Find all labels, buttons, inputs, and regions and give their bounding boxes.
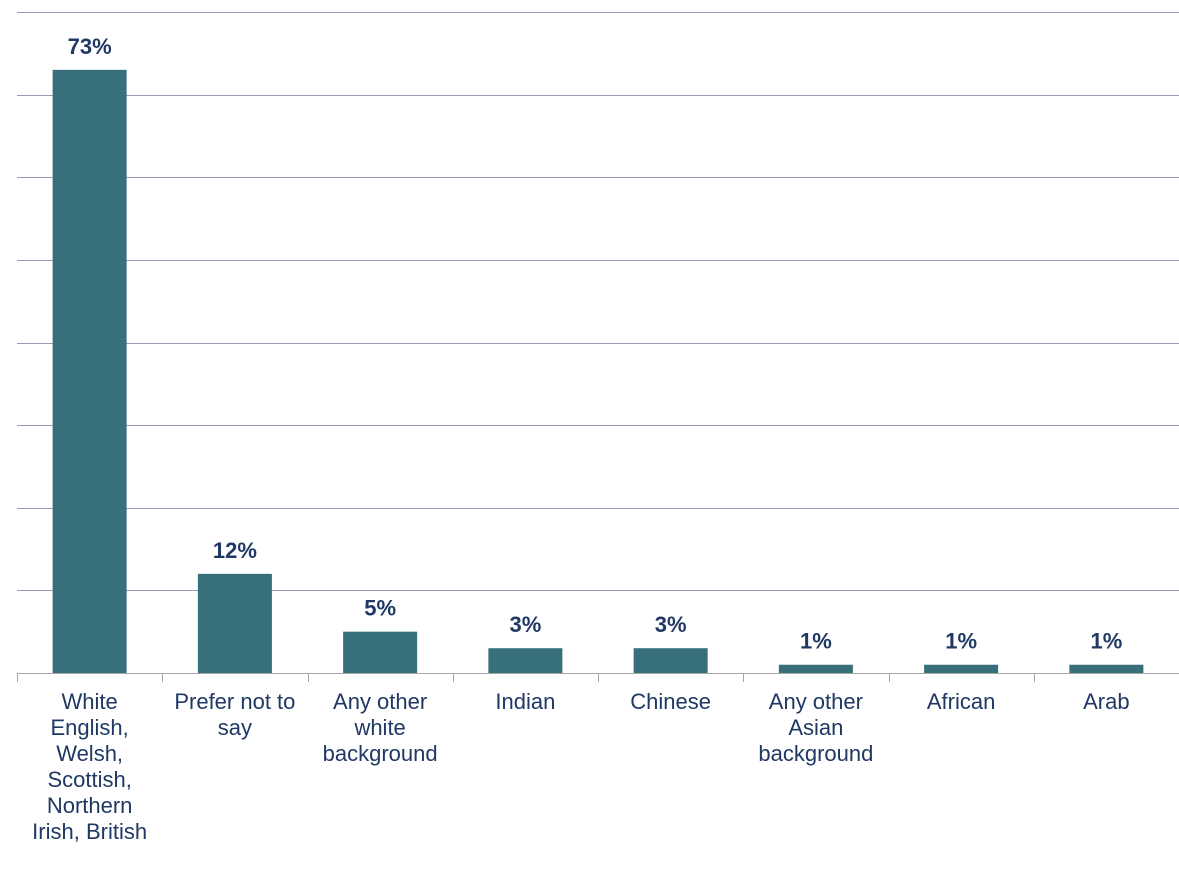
x-tick-label: Prefer not to say xyxy=(162,689,307,741)
x-tick-label-line: English, xyxy=(50,715,129,740)
x-tick-label-line: White xyxy=(61,689,118,714)
x-axis xyxy=(17,673,1179,682)
bar xyxy=(924,664,999,673)
bar xyxy=(633,648,708,673)
x-tick-label-line: Scottish, xyxy=(47,767,132,792)
x-tick-label-line: African xyxy=(926,689,996,714)
data-label: 12% xyxy=(213,538,257,563)
data-label: 1% xyxy=(945,629,977,654)
data-label: 1% xyxy=(800,629,832,654)
x-tick-label: White English, Welsh, Scottish, Northern Iris… xyxy=(17,689,162,845)
x-tick-label-line: Indian xyxy=(495,689,556,714)
x-tick-label-line: background xyxy=(758,741,874,766)
data-label: 1% xyxy=(1090,629,1122,654)
x-tick-label: Arab xyxy=(1034,689,1179,715)
x-tick-label-line: background xyxy=(322,741,438,766)
data-labels: 73% 12% 5% 3% 3% 1% 1% 1% xyxy=(68,34,1123,654)
gridlines xyxy=(17,12,1179,591)
x-tick-label-line: Asian xyxy=(788,715,844,740)
x-tick-label: Any other white background xyxy=(308,689,453,767)
x-tick-label-line: say xyxy=(217,715,252,740)
x-tick-label-line: Northern xyxy=(46,793,133,818)
x-tick-label-line: Prefer not to xyxy=(174,689,296,714)
bar xyxy=(1069,664,1144,673)
bar xyxy=(778,664,853,673)
x-tick-label-line: Irish, British xyxy=(32,819,148,844)
x-tick-label-line: Any other xyxy=(333,689,428,714)
bar xyxy=(52,69,127,673)
bar xyxy=(488,648,563,673)
data-label: 3% xyxy=(509,612,541,637)
x-tick-label: African xyxy=(889,689,1034,715)
bars xyxy=(52,69,1144,673)
x-tick-label: Indian xyxy=(453,689,598,715)
x-tick-label: Chinese xyxy=(598,689,743,715)
data-label: 5% xyxy=(364,596,396,621)
bar xyxy=(197,573,272,673)
x-tick-label-line: Any other xyxy=(768,689,863,714)
data-label: 3% xyxy=(655,612,687,637)
x-tick-label-line: white xyxy=(354,715,406,740)
x-tick-label-line: Welsh, xyxy=(56,741,124,766)
x-tick-label-line: Chinese xyxy=(630,689,711,714)
data-label: 73% xyxy=(68,34,112,59)
bar xyxy=(343,631,418,673)
x-tick-label: Any other Asian background xyxy=(743,689,888,767)
x-tick-label-line: Arab xyxy=(1083,689,1130,714)
